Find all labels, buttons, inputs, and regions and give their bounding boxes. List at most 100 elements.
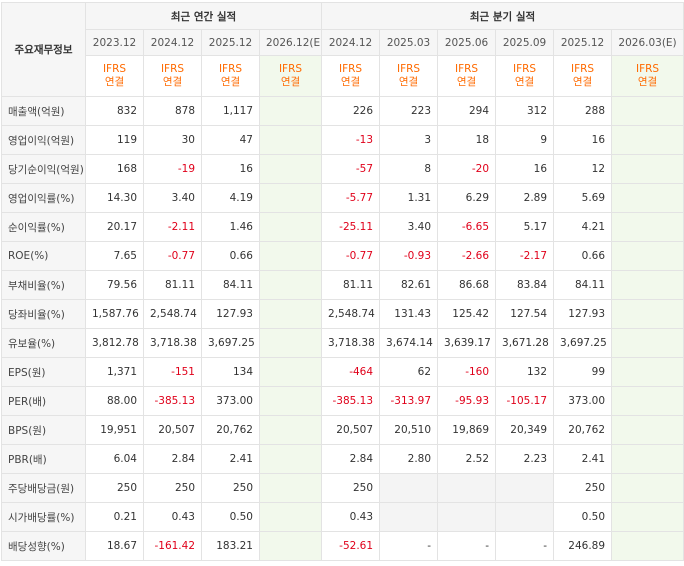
value-cell: 82.61 [379, 270, 439, 300]
accounting-basis-label: IFRS 연결 [85, 55, 144, 97]
value-cell: 127.54 [495, 299, 555, 329]
value-cell: 6.04 [85, 444, 144, 474]
value-cell: 2.80 [379, 444, 439, 474]
value-cell [258, 531, 323, 561]
consolidated-text: 연결 [572, 76, 593, 88]
value-cell: 250 [553, 473, 613, 503]
value-cell: 250 [143, 473, 202, 503]
value-cell: 119 [85, 125, 144, 155]
period-quarter-3: 2025.06 [437, 29, 497, 56]
value-cell: -25.11 [321, 212, 381, 242]
value-cell: 5.69 [553, 183, 613, 213]
row-label: ROE(%) [1, 241, 86, 271]
value-cell [258, 212, 323, 242]
period-quarter-4: 2025.09 [495, 29, 555, 56]
consolidated-text: 연결 [280, 76, 301, 88]
value-cell: 127.93 [553, 299, 613, 329]
table-row: 매출액(억원) 832 878 1,117 226 223 294 312 288 [1, 96, 684, 126]
value-cell: 1,587.76 [85, 299, 144, 329]
ifrs-text: IFRS [570, 63, 595, 75]
value-cell: 125.42 [437, 299, 497, 329]
value-cell: 3,639.17 [437, 328, 497, 358]
value-cell [258, 357, 323, 387]
value-cell: 3,697.25 [553, 328, 613, 358]
value-cell: 20.17 [85, 212, 144, 242]
value-cell: 0.21 [85, 502, 144, 532]
value-cell: 250 [321, 473, 381, 503]
value-cell [258, 125, 323, 155]
table-row: 순이익률(%) 20.17 -2.11 1.46 -25.11 3.40 -6.65 5.17… [1, 212, 684, 242]
quarterly-section-title: 최근 분기 실적 [321, 2, 684, 30]
row-label: 영업이익(억원) [1, 125, 86, 155]
value-cell: 223 [379, 96, 439, 126]
value-cell: 2.84 [321, 444, 381, 474]
value-cell: 81.11 [143, 270, 202, 300]
annual-section-title: 최근 연간 실적 [84, 2, 323, 30]
value-cell: 20,507 [321, 415, 381, 445]
value-cell: 47 [201, 125, 260, 155]
row-label: PBR(배) [1, 444, 86, 474]
value-cell: -385.13 [321, 386, 381, 416]
value-cell: 2.41 [553, 444, 613, 474]
value-cell: - [437, 531, 497, 561]
row-label: 당좌비율(%) [1, 299, 86, 329]
value-cell [611, 183, 684, 213]
value-cell: 2.89 [495, 183, 555, 213]
value-cell: 288 [553, 96, 613, 126]
value-cell: 9 [495, 125, 555, 155]
value-cell: 3.40 [379, 212, 439, 242]
value-cell: -161.42 [143, 531, 202, 561]
value-cell: 3,671.28 [495, 328, 555, 358]
value-cell: -20 [437, 154, 497, 184]
value-cell [258, 386, 323, 416]
row-label: 시가배당률(%) [1, 502, 86, 532]
value-cell: 1.46 [201, 212, 260, 242]
row-label: BPS(원) [1, 415, 86, 445]
period-annual-1: 2023.12 [85, 29, 144, 56]
table-row: 영업이익률(%) 14.30 3.40 4.19 -5.77 1.31 6.29 2.89 5.… [1, 183, 684, 213]
value-cell: -151 [143, 357, 202, 387]
value-cell [611, 299, 684, 329]
ifrs-text: IFRS [512, 63, 537, 75]
value-cell [258, 154, 323, 184]
accounting-basis-label: IFRS 연결 [321, 55, 381, 97]
value-cell: 83.84 [495, 270, 555, 300]
period-quarter-1: 2024.12 [321, 29, 381, 56]
value-cell: -0.93 [379, 241, 439, 271]
row-label: 부채비율(%) [1, 270, 86, 300]
consolidated-text: 연결 [220, 76, 241, 88]
table-row: PBR(배) 6.04 2.84 2.41 2.84 2.80 2.52 2.23 2.41 [1, 444, 684, 474]
value-cell: 18 [437, 125, 497, 155]
value-cell: -95.93 [437, 386, 497, 416]
value-cell: 19,869 [437, 415, 497, 445]
value-cell: -2.17 [495, 241, 555, 271]
value-cell [611, 415, 684, 445]
value-cell: 81.11 [321, 270, 381, 300]
value-cell: 3 [379, 125, 439, 155]
accounting-basis-label: IFRS 연결 [379, 55, 439, 97]
accounting-basis-label: IFRS 연결 [553, 55, 613, 97]
value-cell: -13 [321, 125, 381, 155]
value-cell [258, 444, 323, 474]
value-cell: 84.11 [201, 270, 260, 300]
consolidated-text: 연결 [456, 76, 477, 88]
row-label: EPS(원) [1, 357, 86, 387]
ifrs-text: IFRS [635, 63, 660, 75]
row-label: 배당성향(%) [1, 531, 86, 561]
table-row: 부채비율(%) 79.56 81.11 84.11 81.11 82.61 86.68 83.… [1, 270, 684, 300]
value-cell: - [379, 531, 439, 561]
empty-cell [495, 502, 555, 532]
table-row: 유보율(%) 3,812.78 3,718.38 3,697.25 3,718.38 3,… [1, 328, 684, 358]
accounting-basis-label: IFRS 연결 [611, 55, 684, 97]
row-label: PER(배) [1, 386, 86, 416]
value-cell: 832 [85, 96, 144, 126]
empty-cell [495, 473, 555, 503]
value-cell [611, 270, 684, 300]
value-cell: 0.43 [143, 502, 202, 532]
value-cell: 84.11 [553, 270, 613, 300]
corner-label: 주요재무정보 [1, 2, 86, 97]
value-cell [258, 270, 323, 300]
value-cell: 88.00 [85, 386, 144, 416]
period-quarter-2: 2025.03 [379, 29, 439, 56]
value-cell: 373.00 [553, 386, 613, 416]
